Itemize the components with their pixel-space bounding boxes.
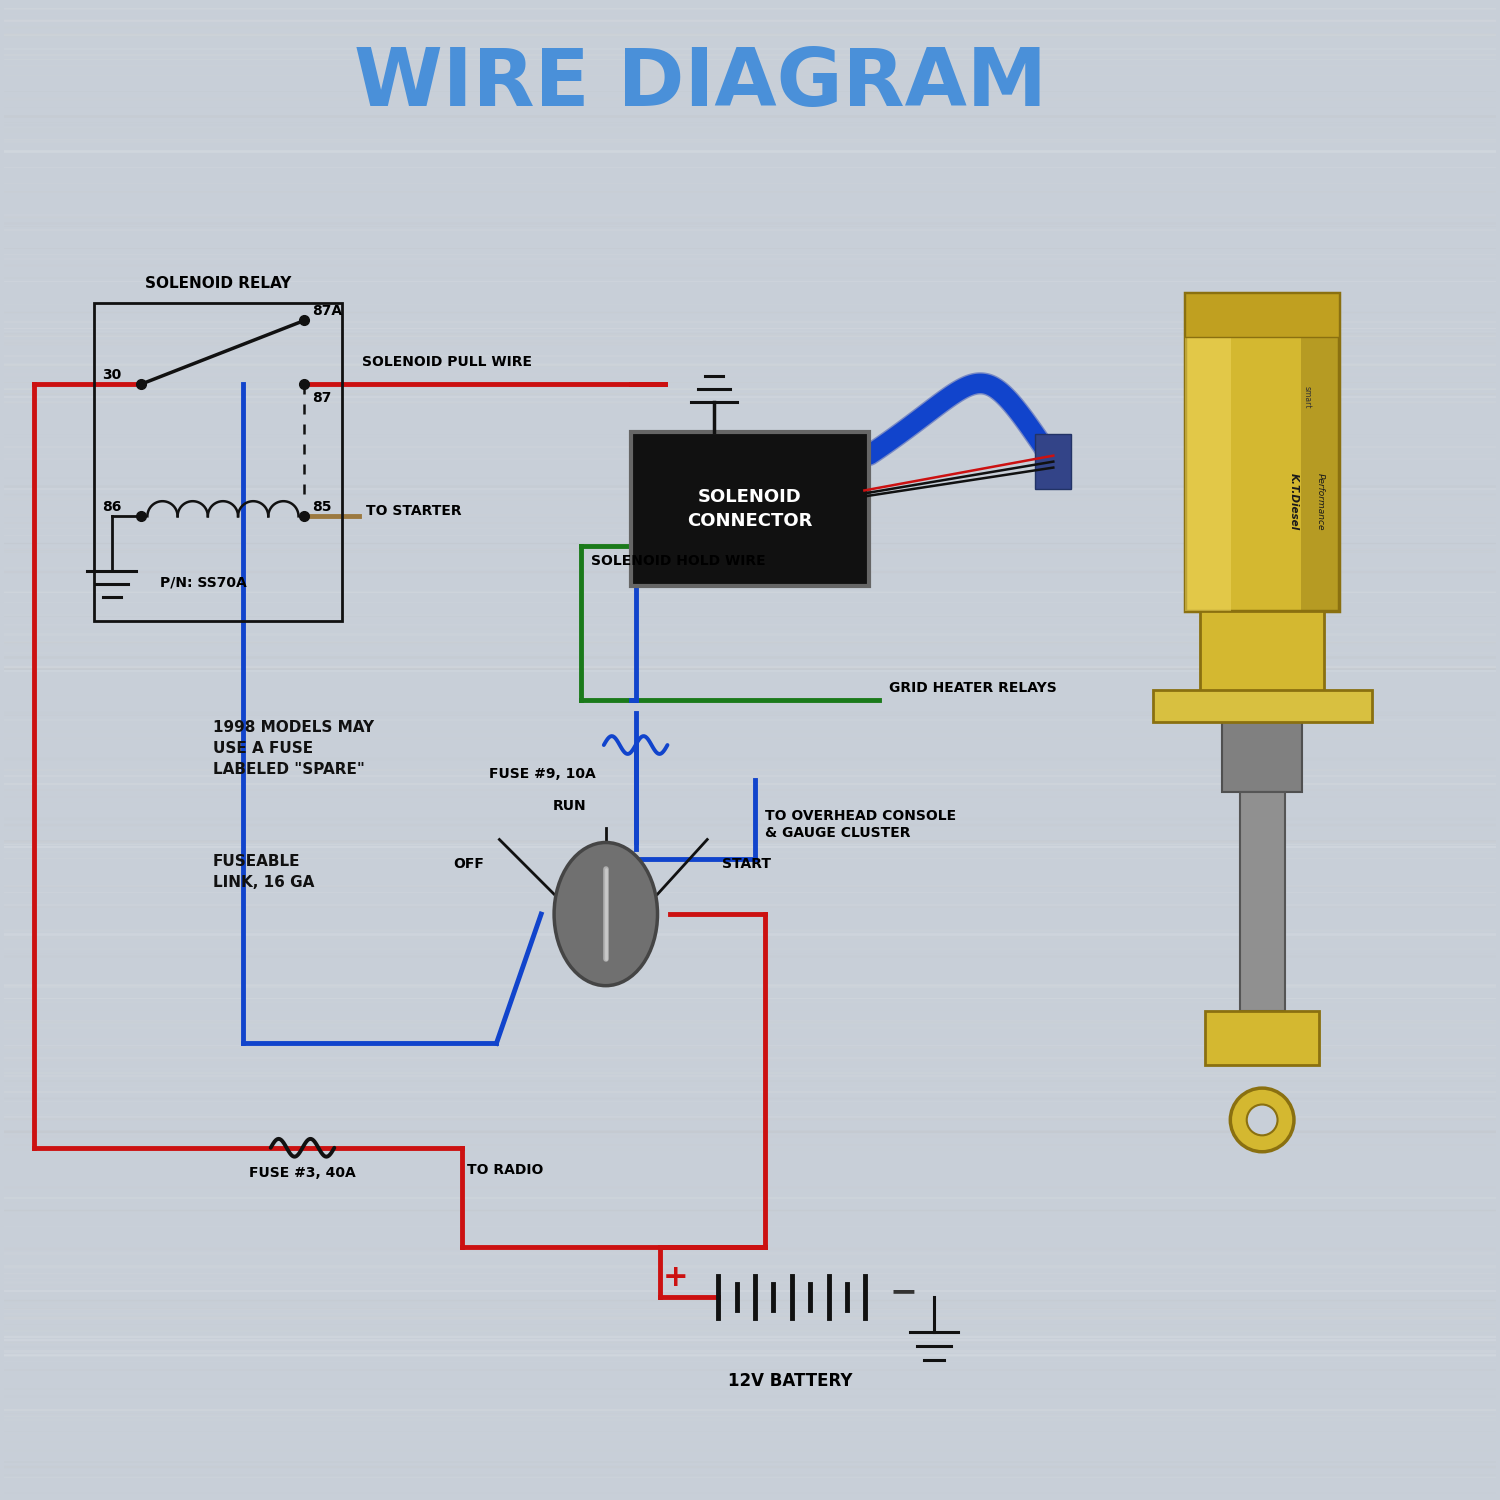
- Text: smart: smart: [1302, 386, 1311, 408]
- Bar: [1185, 292, 1231, 610]
- Text: SOLENOID RELAY: SOLENOID RELAY: [146, 276, 291, 291]
- Text: 87: 87: [312, 392, 332, 405]
- Bar: [1035, 433, 1071, 489]
- Text: TO OVERHEAD CONSOLE
& GAUGE CLUSTER: TO OVERHEAD CONSOLE & GAUGE CLUSTER: [765, 810, 956, 840]
- Text: TO RADIO: TO RADIO: [466, 1162, 543, 1176]
- Text: −: −: [890, 1275, 916, 1308]
- Text: SOLENOID PULL WIRE: SOLENOID PULL WIRE: [362, 356, 532, 369]
- Text: GRID HEATER RELAYS: GRID HEATER RELAYS: [890, 681, 1058, 696]
- Text: RUN: RUN: [552, 798, 586, 813]
- Circle shape: [1230, 1088, 1294, 1152]
- Bar: [1200, 610, 1324, 701]
- Bar: [1222, 717, 1302, 792]
- Text: FUSE #9, 10A: FUSE #9, 10A: [489, 766, 596, 782]
- Text: SOLENOID HOLD WIRE: SOLENOID HOLD WIRE: [591, 554, 765, 568]
- Circle shape: [1246, 1104, 1278, 1136]
- Text: 30: 30: [102, 368, 122, 382]
- Bar: [1185, 292, 1340, 610]
- Text: OFF: OFF: [453, 858, 484, 871]
- Text: FUSEABLE
LINK, 16 GA: FUSEABLE LINK, 16 GA: [213, 855, 315, 891]
- Text: TO STARTER: TO STARTER: [366, 504, 462, 519]
- Text: P/N: SS70A: P/N: SS70A: [159, 576, 246, 590]
- Text: 87A: 87A: [312, 304, 342, 318]
- Bar: [1204, 1011, 1320, 1065]
- Bar: [1185, 292, 1340, 338]
- Text: Performance: Performance: [1316, 472, 1324, 530]
- Text: K.T.Diesel: K.T.Diesel: [1288, 472, 1299, 530]
- Ellipse shape: [554, 843, 657, 986]
- Text: START: START: [722, 858, 771, 871]
- Bar: [1240, 792, 1284, 1011]
- Text: 85: 85: [312, 501, 332, 515]
- Text: SOLENOID
CONNECTOR: SOLENOID CONNECTOR: [687, 488, 813, 530]
- Text: 86: 86: [102, 501, 122, 515]
- Bar: [1300, 292, 1340, 610]
- Bar: [630, 432, 870, 586]
- Text: WIRE DIAGRAM: WIRE DIAGRAM: [354, 45, 1047, 123]
- Bar: [1152, 690, 1371, 722]
- Text: +: +: [663, 1263, 688, 1292]
- Text: 12V BATTERY: 12V BATTERY: [728, 1371, 852, 1389]
- Text: 1998 MODELS MAY
USE A FUSE
LABELED "SPARE": 1998 MODELS MAY USE A FUSE LABELED "SPAR…: [213, 720, 374, 777]
- Bar: [93, 303, 342, 621]
- Text: FUSE #3, 40A: FUSE #3, 40A: [249, 1166, 356, 1179]
